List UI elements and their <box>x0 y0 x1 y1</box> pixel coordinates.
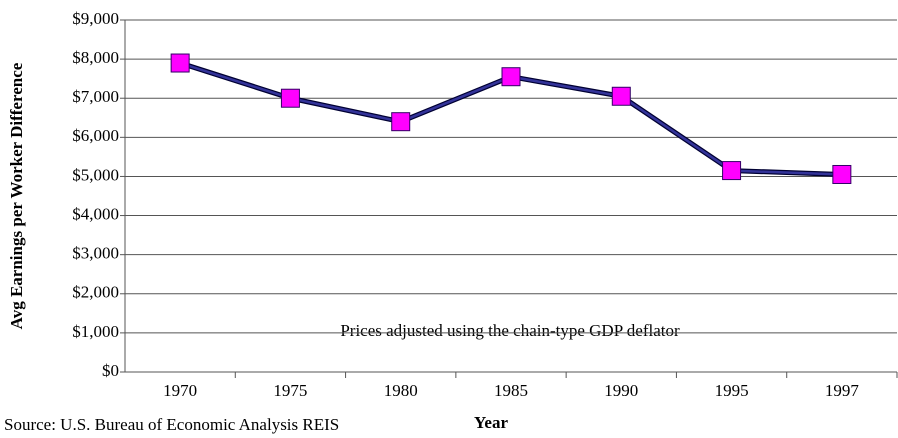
y-tick-label: $7,000 <box>72 87 119 106</box>
y-tick-label: $3,000 <box>72 244 119 263</box>
y-tick-label: $0 <box>102 361 119 380</box>
marker <box>170 53 190 73</box>
y-tick-label: $9,000 <box>72 9 119 28</box>
x-tick-label: 1990 <box>604 381 638 400</box>
y-tick-label: $4,000 <box>72 204 119 223</box>
x-tick-label: 1970 <box>163 381 197 400</box>
y-tick-label: $8,000 <box>72 48 119 67</box>
marker <box>611 86 631 106</box>
x-axis-label: Year <box>474 413 508 432</box>
y-tick-label: $5,000 <box>72 165 119 184</box>
marker <box>501 67 521 87</box>
marker <box>391 112 411 132</box>
x-tick-label: 1980 <box>384 381 418 400</box>
x-tick-label: 1997 <box>825 381 860 400</box>
y-axis-label: Avg Earnings per Worker Difference <box>7 62 26 329</box>
x-tick-label: 1995 <box>715 381 749 400</box>
y-tick-label: $6,000 <box>72 126 119 145</box>
x-tick-label: 1975 <box>273 381 307 400</box>
marker <box>832 164 852 184</box>
y-tick-label: $1,000 <box>72 322 119 341</box>
x-tick-label: 1985 <box>494 381 528 400</box>
marker <box>280 88 300 108</box>
source-note: Source: U.S. Bureau of Economic Analysis… <box>4 415 339 434</box>
y-tick-label: $2,000 <box>72 283 119 302</box>
marker <box>722 161 742 181</box>
annotation: Prices adjusted using the chain-type GDP… <box>340 321 680 340</box>
